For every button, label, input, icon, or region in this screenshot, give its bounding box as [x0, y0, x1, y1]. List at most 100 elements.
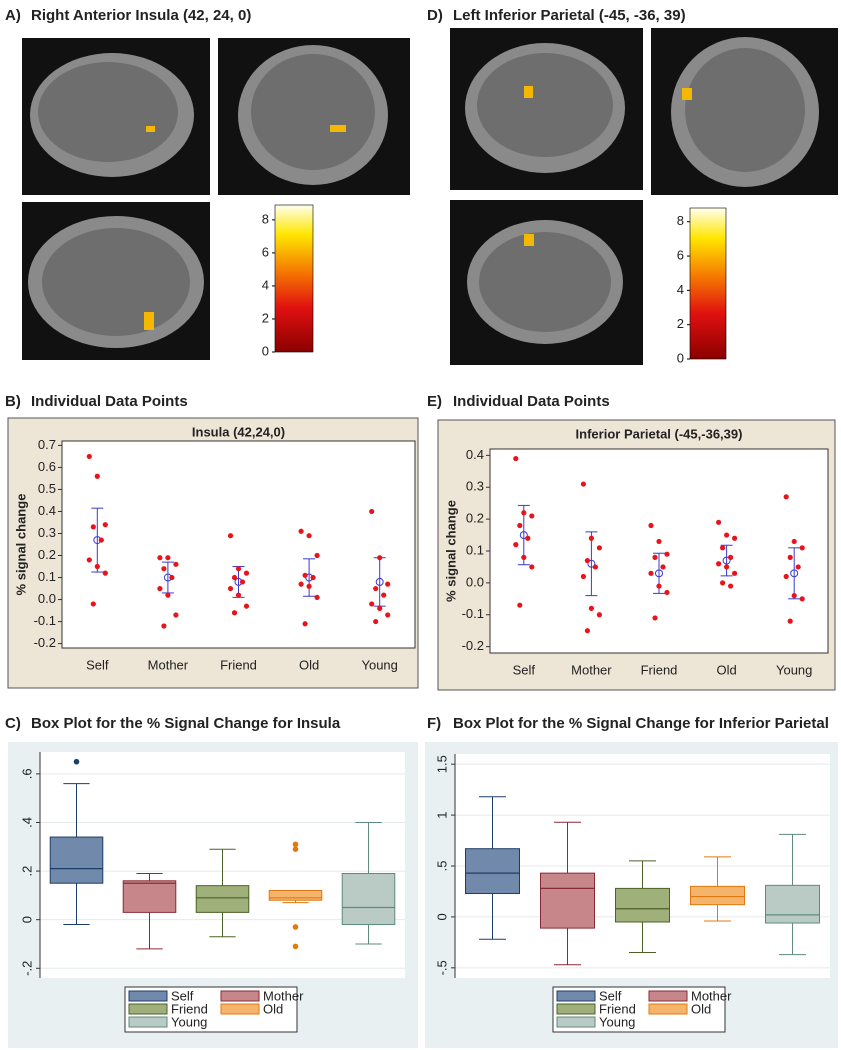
- colorbar-tick-label: 6: [262, 244, 269, 259]
- legend-label: Self: [599, 988, 622, 1003]
- brain-images-d: [450, 28, 838, 365]
- legend-label: Mother: [691, 988, 732, 1003]
- y-tick-label: 0.0: [466, 574, 484, 589]
- y-tick-label: 0.1: [466, 542, 484, 557]
- panel-label: A): [5, 7, 21, 24]
- plot-title: Inferior Parietal (-45,-36,39): [576, 426, 743, 441]
- data-point: [517, 602, 523, 608]
- data-point: [385, 581, 391, 587]
- data-point: [652, 615, 658, 621]
- data-point: [169, 574, 175, 581]
- data-point: [728, 583, 734, 589]
- y-tick-label: 0.3: [38, 525, 56, 540]
- colorbar-tick-label: 8: [262, 211, 269, 226]
- data-point: [102, 570, 108, 576]
- plot-area: [489, 448, 829, 654]
- data-point: [648, 570, 654, 576]
- y-tick-label: 0.2: [38, 547, 56, 562]
- data-point: [664, 589, 670, 596]
- panel-label: D): [427, 7, 443, 24]
- data-point: [588, 605, 595, 611]
- data-point: [513, 455, 519, 462]
- data-point: [656, 583, 662, 589]
- data-point: [235, 566, 242, 572]
- data-point: [787, 554, 793, 560]
- colorbar: [689, 207, 727, 360]
- y-axis-label: % signal change: [13, 494, 28, 596]
- panel-title: Box Plot for the % Signal Change for Inf…: [453, 715, 829, 732]
- data-point: [369, 508, 375, 515]
- y-tick-label: -0.1: [34, 613, 56, 628]
- data-point: [720, 545, 726, 551]
- y-axis-label: % signal change: [443, 500, 458, 602]
- x-tick-label: Old: [716, 662, 736, 677]
- data-point: [227, 533, 234, 539]
- x-tick-label: Friend: [220, 657, 257, 672]
- data-point: [306, 583, 312, 589]
- data-point: [580, 481, 587, 487]
- x-tick-label: Friend: [641, 662, 678, 677]
- panel-label: C): [5, 715, 21, 732]
- data-point: [173, 612, 179, 618]
- data-point: [521, 510, 527, 516]
- box: [268, 890, 323, 901]
- data-point: [799, 596, 805, 602]
- box: [465, 848, 520, 894]
- y-tick-label: 1: [434, 811, 449, 818]
- legend-swatch: [556, 990, 596, 1002]
- legend-label: Self: [171, 988, 194, 1003]
- legend-label: Young: [171, 1014, 207, 1029]
- data-point: [86, 453, 92, 460]
- box: [49, 836, 104, 884]
- legend-label: Old: [691, 1001, 711, 1016]
- x-tick-label: Mother: [571, 662, 612, 677]
- y-tick-label: 0.4: [38, 503, 56, 518]
- box: [195, 885, 250, 913]
- data-point: [231, 610, 238, 616]
- panel-label: F): [427, 715, 441, 732]
- data-point: [243, 570, 250, 576]
- data-point: [580, 573, 587, 580]
- box: [341, 873, 396, 926]
- legend-label: Old: [263, 1001, 283, 1016]
- panel-title: Box Plot for the % Signal Change for Ins…: [31, 715, 341, 732]
- colorbar: [274, 204, 314, 353]
- y-tick-label: 0.6: [38, 459, 56, 474]
- mean-marker: [519, 531, 528, 540]
- y-tick-label: .6: [19, 768, 34, 779]
- brain-images-a: [22, 38, 410, 360]
- data-point: [377, 605, 383, 611]
- y-tick-label: -0.2: [462, 638, 484, 653]
- legend-label: Young: [599, 1014, 635, 1029]
- panel-title: Right Anterior Insula (42, 24, 0): [31, 7, 251, 24]
- data-point: [783, 573, 789, 580]
- outlier: [73, 758, 80, 765]
- data-point: [86, 557, 92, 563]
- data-point: [588, 535, 595, 541]
- data-point: [235, 592, 242, 598]
- data-point: [656, 538, 662, 545]
- colorbar-tick-label: 0: [262, 343, 269, 358]
- legend-swatch: [220, 1003, 260, 1015]
- data-point: [783, 494, 789, 500]
- legend-swatch: [128, 1016, 168, 1028]
- data-point: [90, 601, 96, 607]
- legend-swatch: [648, 990, 688, 1002]
- data-point: [513, 542, 519, 548]
- colorbar-tick-label: 4: [677, 282, 684, 297]
- y-tick-label: -.2: [19, 961, 34, 976]
- data-point: [664, 551, 670, 557]
- y-tick-label: 0: [19, 916, 34, 923]
- y-tick-label: -0.2: [34, 635, 56, 650]
- y-tick-label: 0.1: [38, 569, 56, 584]
- data-point: [652, 554, 658, 560]
- y-tick-label: -0.1: [462, 606, 484, 621]
- data-point: [373, 585, 379, 592]
- legend-swatch: [220, 990, 260, 1002]
- data-point: [596, 612, 603, 618]
- x-tick-label: Self: [86, 657, 109, 672]
- colorbar-tick-label: 4: [262, 277, 269, 292]
- colorbar-tick-label: 2: [677, 316, 684, 331]
- data-point: [799, 545, 805, 551]
- y-tick-label: .4: [19, 817, 34, 828]
